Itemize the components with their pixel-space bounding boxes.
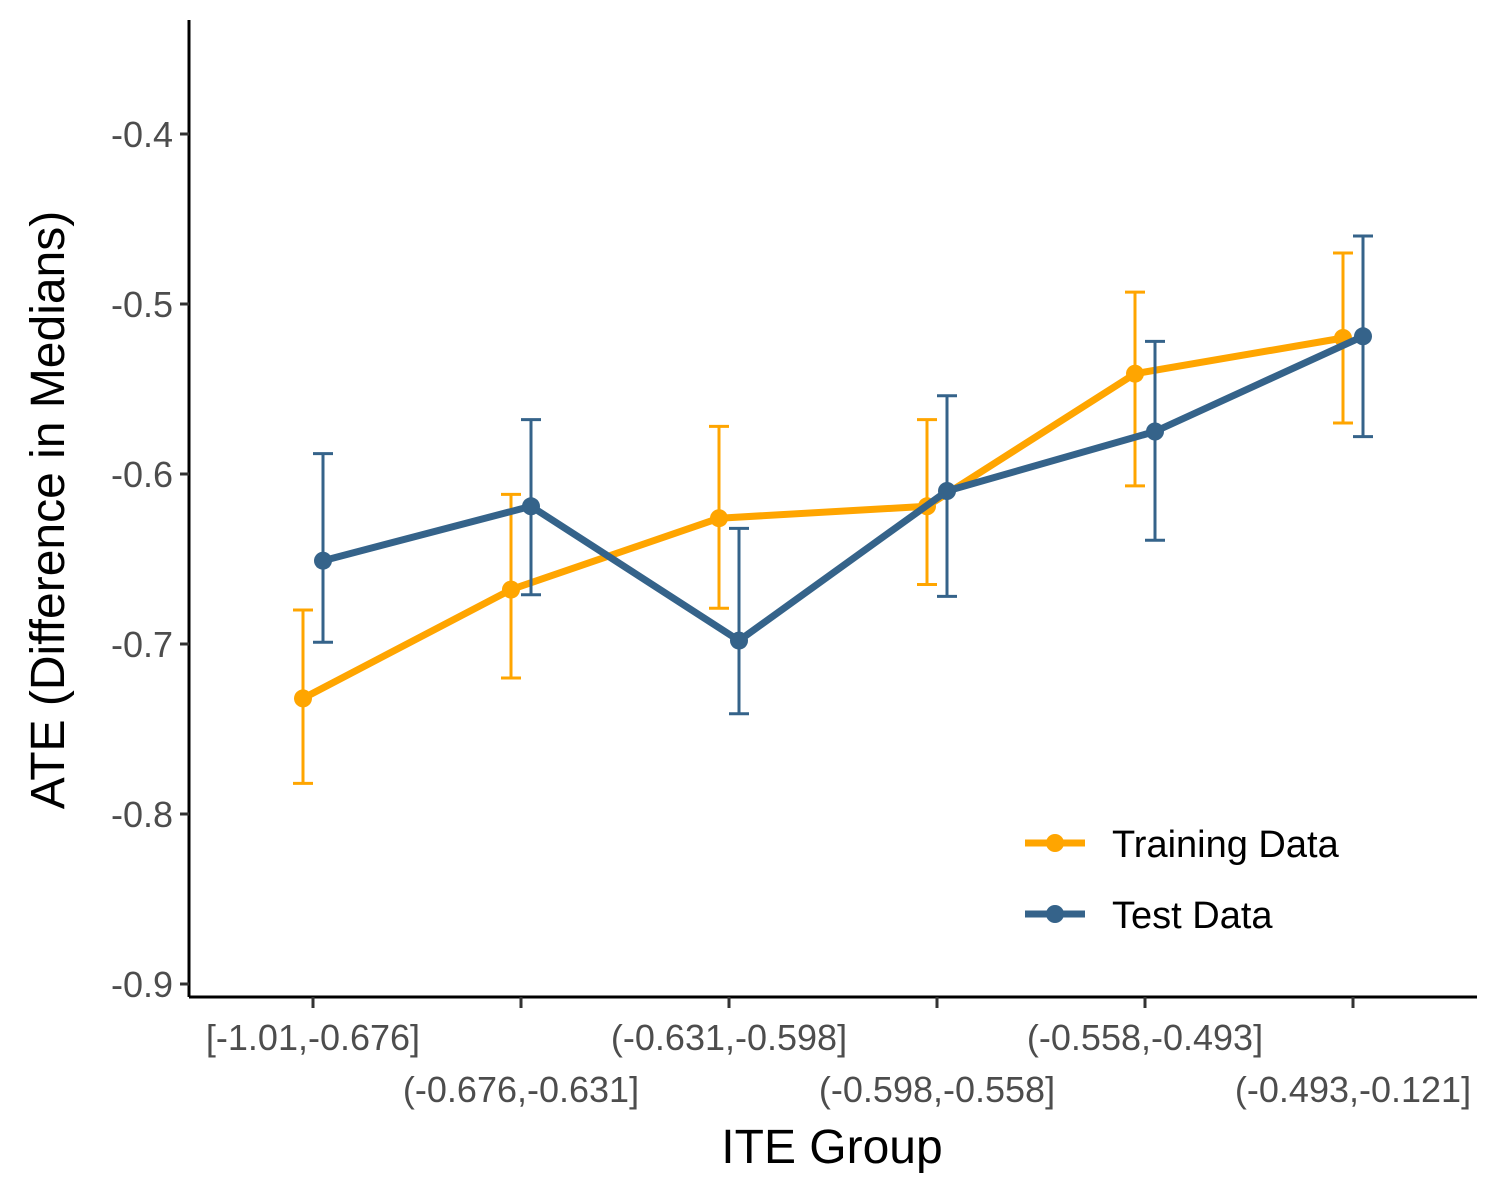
legend-item: Training Data [1025,824,1340,866]
legend-key-point [1046,905,1064,923]
x-tick-label: (-0.493,-0.121] [1235,1069,1471,1110]
x-axis-title: ITE Group [721,1121,942,1174]
series-line [301,334,1344,702]
x-tick-label: (-0.598,-0.558] [819,1069,1055,1110]
legend-key-point [1046,834,1064,852]
y-tick-label: -0.6 [111,454,173,495]
data-point [730,631,748,650]
y-tick-label: -0.9 [111,964,173,1005]
data-point [938,482,956,500]
y-tick-label: -0.4 [111,114,173,155]
plot-area [293,234,1373,785]
data-point [502,580,520,599]
data-point [1126,364,1144,383]
x-tick-label: (-0.631,-0.598] [611,1017,847,1058]
legend: Training Data Test Data [1025,824,1340,937]
y-axis-title: ATE (Difference in Medians) [22,211,75,809]
data-point [1354,327,1372,346]
series-line [322,333,1365,645]
legend-label: Training Data [1112,824,1340,866]
data-point [710,509,728,528]
series-training [293,251,1353,785]
y-tick-label: -0.7 [111,624,173,665]
data-point [314,551,332,570]
data-point [294,689,312,708]
legend-label: Test Data [1112,895,1273,937]
legend-item: Test Data [1025,895,1273,937]
x-tick-label: (-0.676,-0.631] [403,1069,639,1110]
axes: -0.9 -0.8 -0.7 -0.6 -0.5 -0.4 [-1.01,-0.676] (-… [111,20,1477,1110]
x-tick-label: [-1.01,-0.676] [206,1017,420,1058]
x-tick-label: (-0.558,-0.493] [1027,1017,1263,1058]
data-point [522,497,540,516]
data-point [1146,422,1164,441]
y-tick-label: -0.5 [111,284,173,325]
y-tick-label: -0.8 [111,794,173,835]
series-test [313,234,1373,716]
